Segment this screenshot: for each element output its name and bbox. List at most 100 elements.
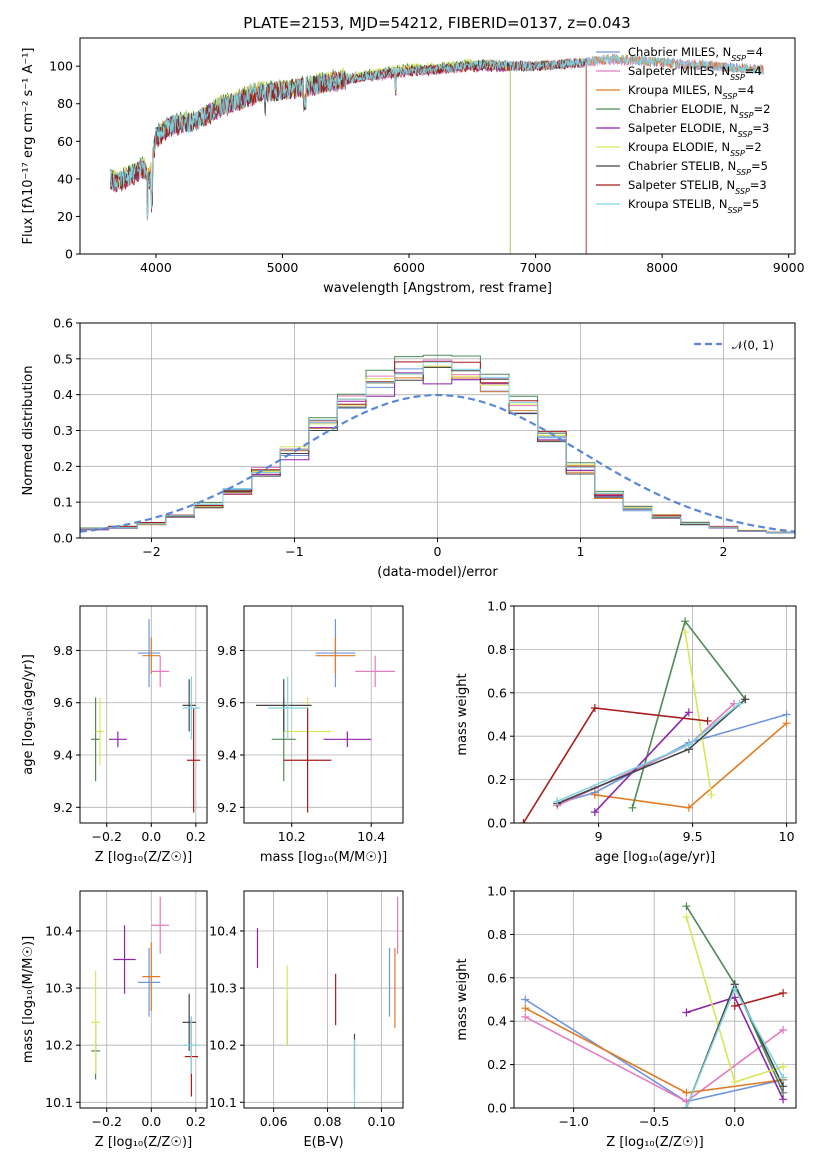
x-tick-label: −1 — [285, 544, 303, 559]
x-axis-label: mass [log₁₀(M/M☉)] — [260, 850, 387, 865]
mass_vs_ebv-axes: 0.06 0.08 0.10 10.1 10.2 10.3 10.4 E(B-V) — [209, 891, 403, 1150]
x-axis-label: Z [log₁₀(Z/Z☉)] — [95, 1135, 192, 1150]
weight-point-marker — [703, 717, 712, 726]
age_vs_Z-points — [91, 619, 201, 813]
weight-series-line — [556, 703, 735, 807]
spectrum-frame — [79, 37, 796, 255]
y-axis-label: mass weight — [455, 673, 470, 755]
weight-point-marker — [779, 1062, 788, 1071]
y-tick-label: 1.0 — [487, 599, 507, 614]
y-tick-label: 0.4 — [487, 1014, 507, 1029]
y-axis-label: age [log₁₀(age/yr)] — [21, 654, 36, 775]
figure-title: PLATE=2153, MJD=54212, FIBERID=0137, z=0… — [243, 14, 630, 32]
weight-point-marker — [707, 790, 716, 799]
age_vs_mass-points — [255, 619, 396, 813]
mass_vs_Z-frame — [79, 890, 208, 1109]
weight-point-marker — [628, 803, 637, 812]
weight-point-marker — [681, 617, 690, 626]
x-tick-label: 0.2 — [186, 1114, 206, 1129]
x-axis-label: wavelength [Angstrom, rest frame] — [323, 281, 552, 296]
x-tick-label: −2 — [142, 544, 160, 559]
weight-series-line — [594, 711, 690, 813]
x-tick-label: 0.10 — [368, 1114, 396, 1129]
x-tick-label: 1 — [577, 544, 585, 559]
y-tick-label: 10.1 — [45, 1095, 73, 1110]
weight-point-marker — [682, 913, 691, 922]
y-tick-label: 9.6 — [217, 695, 237, 710]
weight-point-marker — [521, 995, 530, 1004]
mass_vs_Z-points — [91, 896, 201, 1097]
weight-point-marker — [779, 1025, 788, 1034]
weight-point-marker — [682, 1104, 691, 1108]
weight-point-marker — [782, 719, 791, 728]
weight-point-marker — [590, 703, 599, 712]
legend-entry-label: Salpeter STELIB, NSSP=3 — [628, 178, 767, 196]
legend-entry-label: Chabrier STELIB, NSSP=5 — [628, 159, 768, 177]
y-tick-label: 9.4 — [53, 748, 73, 763]
y-tick-label: 10.3 — [45, 981, 73, 996]
x-tick-label: 10.2 — [278, 829, 306, 844]
x-axis-label: E(B-V) — [303, 1135, 343, 1150]
weight-point-marker — [521, 1004, 530, 1013]
weight-point-marker — [684, 708, 693, 717]
y-tick-label: 9.2 — [53, 800, 73, 815]
y-tick-label: 0.6 — [487, 685, 507, 700]
weight-point-marker — [553, 797, 562, 806]
weight-point-marker — [682, 902, 691, 911]
y-tick-label: 0.8 — [487, 642, 507, 657]
y-tick-label: 20 — [57, 209, 73, 224]
x-tick-label: 0.0 — [725, 1114, 745, 1129]
y-tick-label: 9.6 — [53, 695, 73, 710]
weight-point-marker — [519, 819, 528, 823]
weight-point-marker — [521, 1012, 530, 1021]
weight-series-line — [556, 713, 787, 805]
mass_vs_ebv-frame — [243, 890, 404, 1109]
weight_vs_age-frame — [513, 605, 797, 824]
y-tick-label: 0.2 — [487, 772, 507, 787]
y-tick-label: 10.2 — [45, 1038, 73, 1053]
x-tick-label: 0.0 — [141, 1114, 161, 1129]
y-tick-label: 9.2 — [217, 800, 237, 815]
legend-entry-label: Kroupa STELIB, NSSP=5 — [628, 197, 759, 215]
y-tick-label: 0.0 — [487, 1101, 507, 1116]
y-tick-label: 60 — [57, 134, 73, 149]
y-tick-label: 10.1 — [209, 1095, 237, 1110]
y-tick-label: 0.4 — [53, 387, 73, 402]
residuals-frame — [79, 322, 796, 539]
y-axis-label: Flux [fλ10⁻¹⁷ erg cm⁻² s⁻¹ A⁻¹] — [21, 48, 36, 245]
legend-entry-label: 𝒩(0, 1) — [732, 338, 774, 352]
y-tick-label: 0.2 — [487, 1057, 507, 1072]
weight-point-marker — [681, 628, 690, 637]
age_vs_Z-axes: −0.2 0.0 0.2 9.2 9.4 9.6 9.8 Z [log₁₀(Z/Z☉)] age… — [21, 606, 207, 865]
age_vs_mass-frame — [243, 605, 404, 824]
y-tick-label: 0.6 — [53, 316, 73, 331]
x-tick-label: 0.08 — [314, 1114, 342, 1129]
x-tick-label: 5000 — [267, 260, 299, 275]
x-tick-label: 8000 — [646, 260, 678, 275]
y-tick-label: 0.2 — [53, 459, 73, 474]
y-tick-label: 0.0 — [487, 816, 507, 831]
y-tick-label: 10.3 — [209, 981, 237, 996]
weight-point-marker — [779, 988, 788, 997]
x-axis-label: (data-model)/error — [377, 565, 498, 580]
spectrum-axes: 4000 5000 6000 7000 8000 9000 0 20 40 60 80 100 wave… — [21, 48, 805, 297]
weight-point-marker — [682, 1088, 691, 1097]
y-tick-label: 0.0 — [53, 531, 73, 546]
y-tick-label: 40 — [57, 171, 73, 186]
weight-point-marker — [590, 790, 599, 799]
x-tick-label: 9000 — [773, 260, 805, 275]
weight_vs_Z-lines — [521, 902, 788, 1108]
weight-point-marker — [730, 984, 739, 993]
x-tick-label: 10 — [779, 829, 795, 844]
x-tick-label: −0.2 — [92, 829, 122, 844]
weight-point-marker — [730, 1077, 739, 1086]
legend-entry-label: Salpeter ELODIE, NSSP=3 — [628, 121, 769, 139]
weight-series-line — [684, 631, 713, 795]
x-tick-label: −1.0 — [558, 1114, 588, 1129]
x-tick-label: −0.5 — [639, 1114, 669, 1129]
weight-point-marker — [735, 699, 744, 708]
x-axis-label: Z [log₁₀(Z/Z☉)] — [95, 850, 192, 865]
y-tick-label: 0.3 — [53, 423, 73, 438]
y-tick-label: 9.4 — [217, 748, 237, 763]
